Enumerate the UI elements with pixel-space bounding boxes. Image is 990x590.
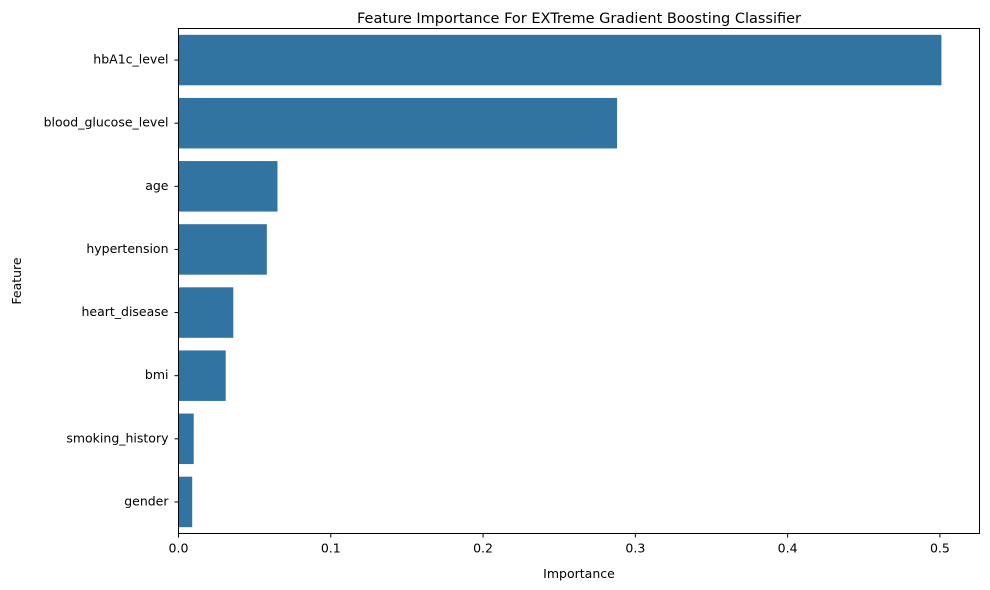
bar-hbA1c_level [178,34,942,86]
x-tick-label: 0.0 [169,541,189,556]
y-tick-label: smoking_history [66,430,169,445]
bar-bmi [178,350,226,401]
y-tick-label: heart_disease [81,304,168,319]
x-axis-label: Importance [543,566,615,581]
x-tick-label: 0.4 [778,541,798,556]
y-tick-label: age [145,178,169,193]
y-tick-label: hypertension [86,241,168,256]
plot-frame [178,28,980,534]
y-tick-label: blood_glucose_level [44,115,169,130]
x-axis-ticks: 0.0 0.1 0.2 0.3 0.4 0.5 [169,533,950,556]
bar-smoking_history [178,413,194,465]
bar-age [178,161,278,212]
x-tick-label: 0.3 [625,541,645,556]
bar-heart_disease [178,287,234,338]
bar-gender [178,476,193,528]
x-tick-label: 0.2 [473,541,493,556]
x-tick-label: 0.5 [930,541,950,556]
y-tick-label: gender [124,493,169,508]
bars-group [178,34,942,528]
x-tick-label: 0.1 [321,541,341,556]
chart-title: Feature Importance For EXTreme Gradient … [357,11,801,27]
bar-blood_glucose_level [178,97,618,149]
y-tick-label: hbA1c_level [93,52,168,67]
bar-hypertension [178,224,267,275]
y-tick-label: bmi [145,367,169,382]
y-axis-label: Feature [9,257,24,305]
